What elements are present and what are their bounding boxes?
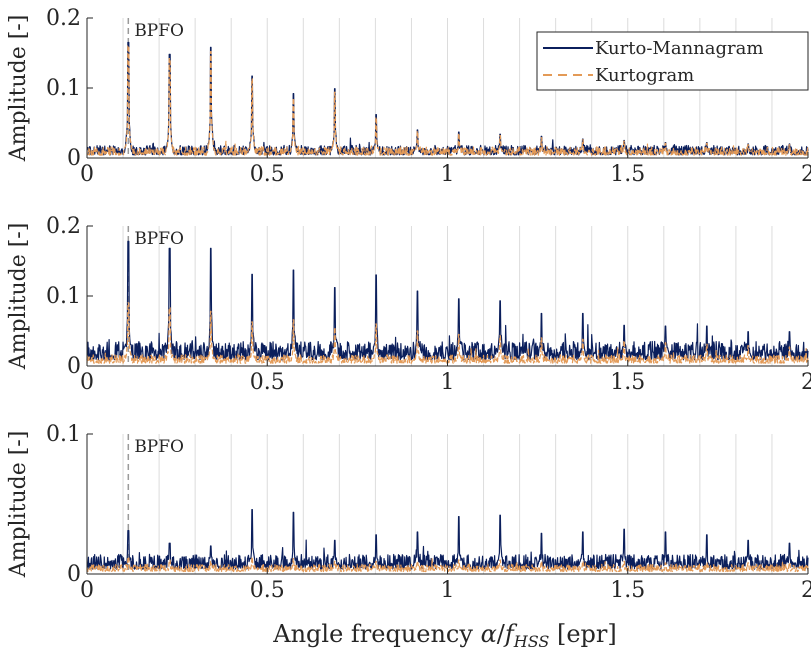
panel-2: 0 0.5 1 1.5 2 0 0.1 0.2 BPFO Amplitude [-]	[6, 214, 811, 395]
y-tick-label: 0.2	[46, 6, 81, 31]
y-tick-label: 0.1	[46, 76, 81, 101]
x-tick-label: 0.5	[250, 370, 285, 395]
x-tick-label: 2	[801, 370, 811, 395]
plot-area-3: 0 0.5 1 1.5 2 0 0.1 BPFO Amplitude [-]	[6, 422, 811, 603]
y-tick-label: 0	[67, 146, 81, 171]
y-axis-label: Amplitude [-]	[6, 15, 31, 163]
series-line-kurtogram	[86, 556, 809, 573]
y-tick-label: 0.1	[46, 422, 81, 447]
legend: Kurto-Mannagram Kurtogram	[536, 31, 809, 91]
plot-area-2: 0 0.5 1 1.5 2 0 0.1 0.2 BPFO Amplitude [-]	[6, 214, 811, 395]
y-tick-label: 0	[67, 562, 81, 587]
y-tick-label: 0.2	[46, 214, 81, 239]
x-tick-label: 1.5	[610, 578, 645, 603]
bpfo-label: BPFO	[134, 437, 184, 457]
legend-label-kurtogram: Kurtogram	[595, 65, 694, 86]
y-axis-label: Amplitude [-]	[6, 223, 31, 371]
panel-3: 0 0.5 1 1.5 2 0 0.1 BPFO Amplitude [-]	[6, 422, 811, 603]
x-tick-label: 1.5	[610, 370, 645, 395]
bpfo-label: BPFO	[134, 229, 184, 249]
x-tick-label: 0.5	[250, 578, 285, 603]
legend-label-kurto-mannagram: Kurto-Mannagram	[595, 38, 763, 59]
bpfo-label: BPFO	[134, 21, 184, 41]
y-tick-label: 0	[67, 354, 81, 379]
x-axis-label: Angle frequency α/fHSS [epr]	[272, 620, 617, 651]
x-tick-label: 1	[441, 370, 455, 395]
x-tick-label: 2	[801, 162, 811, 187]
x-tick-label: 1.5	[610, 162, 645, 187]
x-tick-label: 0	[80, 578, 94, 603]
x-tick-label: 0	[80, 370, 94, 395]
x-tick-label: 2	[801, 578, 811, 603]
x-tick-label: 1	[441, 162, 455, 187]
x-tick-label: 1	[441, 578, 455, 603]
y-tick-label: 0.1	[46, 284, 81, 309]
y-axis-label: Amplitude [-]	[6, 431, 31, 579]
x-tick-label: 0.5	[250, 162, 285, 187]
x-tick-label: 0	[80, 162, 94, 187]
legend-box	[536, 31, 809, 91]
